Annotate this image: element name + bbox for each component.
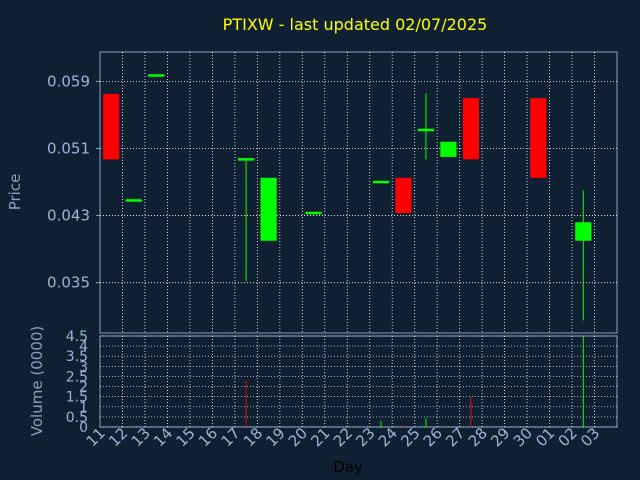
candle-body-26 xyxy=(440,141,457,157)
price-panel: 0.059 0.051 0.043 0.035 xyxy=(47,51,618,334)
x-tick-label: 03 xyxy=(577,424,603,450)
volume-tick-label: 2.5 xyxy=(66,369,88,385)
candle-body-23 xyxy=(372,180,390,184)
candle-body-30 xyxy=(530,98,547,178)
volume-tick-label: 3 xyxy=(79,359,88,375)
candle-body-18 xyxy=(260,177,277,241)
price-tick-label: 0.059 xyxy=(47,72,90,90)
x-axis-ticks: 1112131415161718192021222324252627282930… xyxy=(83,424,604,450)
candle-body-12 xyxy=(125,199,142,202)
volume-tick-label: 3.5 xyxy=(66,349,88,365)
volume-tick-label: 1.5 xyxy=(66,390,88,406)
volume-tick-label: 1 xyxy=(79,400,88,416)
volume-tick-label: 4 xyxy=(79,339,88,355)
candle-body-24 xyxy=(395,177,412,214)
volume-axis-label: Volume (0000) xyxy=(28,326,46,436)
price-plot-frame xyxy=(99,51,618,334)
candle-body-25 xyxy=(417,128,435,132)
candle-body-02 xyxy=(575,222,592,241)
x-axis-label: Day xyxy=(333,458,363,476)
candle-body-20 xyxy=(305,211,322,215)
candle-body-27 xyxy=(462,98,479,160)
price-tick-label: 0.051 xyxy=(47,139,90,157)
volume-panel: 4.543.532.521.510.50 xyxy=(66,329,618,436)
candle-body-13 xyxy=(148,74,165,77)
candle-body-11 xyxy=(103,93,120,160)
candle-body-17 xyxy=(238,158,255,161)
chart-title: PTIXW - last updated 02/07/2025 xyxy=(223,15,488,34)
volume-tick-label: 4.5 xyxy=(66,329,88,345)
price-tick-label: 0.043 xyxy=(47,207,90,225)
volume-tick-label: 0 xyxy=(79,420,88,436)
volume-tick-label: 2 xyxy=(79,380,88,396)
volume-plot-frame xyxy=(99,335,618,428)
price-tick-label: 0.035 xyxy=(47,274,90,292)
price-axis-label: Price xyxy=(6,174,24,211)
volume-tick-label: 0.5 xyxy=(66,410,88,426)
